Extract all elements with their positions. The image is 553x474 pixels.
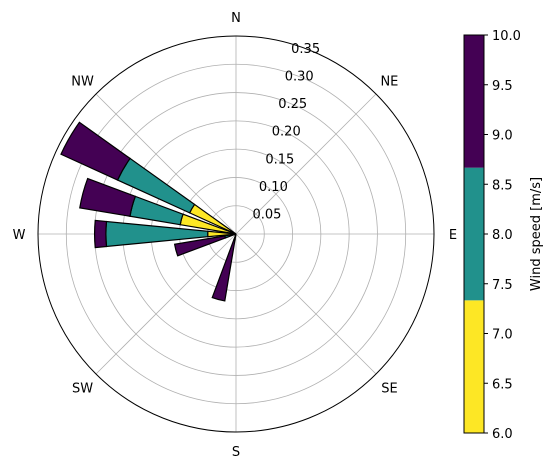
colorbar-tick-label: 10.0 xyxy=(492,29,521,44)
wind-bar-segment xyxy=(79,177,137,217)
direction-label: SW xyxy=(72,381,93,396)
direction-label: W xyxy=(13,228,26,243)
wind-bar-segment xyxy=(93,219,108,249)
radial-gridline xyxy=(95,93,237,235)
polar-labels: N NE E SE S SW W NW 0.05 0.10 0.15 0.20 0.25 0.30 0.35 xyxy=(13,11,458,460)
colorbar-segment xyxy=(464,167,484,301)
colorbar-tick-label: 7.5 xyxy=(492,278,513,293)
radial-tick-label: 0.35 xyxy=(291,42,320,57)
colorbar-tick-label: 7.0 xyxy=(492,328,513,343)
radial-tick-label: 0.05 xyxy=(252,207,281,222)
radial-tick-label: 0.20 xyxy=(272,125,301,140)
radial-gridline xyxy=(235,93,377,235)
ring-gridline xyxy=(65,63,407,405)
direction-label: S xyxy=(232,445,240,460)
colorbar-tick-label: 8.5 xyxy=(492,178,513,193)
direction-label: N xyxy=(231,11,241,26)
radial-tick-label: 0.15 xyxy=(265,152,294,167)
colorbar-segment xyxy=(464,35,484,168)
direction-label: NW xyxy=(71,75,94,90)
radial-tick-label: 0.10 xyxy=(259,180,288,195)
radial-tick-label: 0.25 xyxy=(278,97,307,112)
polar-frame xyxy=(37,35,435,433)
radial-gridline xyxy=(95,233,237,375)
colorbar-tick-label: 9.5 xyxy=(492,79,513,94)
colorbar-tick-label: 6.0 xyxy=(492,427,513,442)
radial-tick-label: 0.30 xyxy=(285,70,314,85)
direction-label: NE xyxy=(380,75,398,90)
colorbar-tick-label: 9.0 xyxy=(492,129,513,144)
wind-bar-segment xyxy=(60,121,131,181)
colorbar-label: Wind speed [m/s] xyxy=(529,177,544,291)
direction-label: E xyxy=(449,228,457,243)
wind-bar-segment xyxy=(211,238,236,302)
colorbar: 6.0 6.5 7.0 7.5 8.0 8.5 9.0 9.5 10.0 Wind speed [… xyxy=(463,29,544,442)
radial-gridline xyxy=(235,233,377,375)
colorbar-segment xyxy=(464,300,484,433)
wind-bars xyxy=(60,121,237,302)
direction-label: SE xyxy=(381,381,397,396)
colorbar-tick-label: 6.5 xyxy=(492,377,513,392)
wind-bar-segment xyxy=(173,235,227,257)
colorbar-tick-label: 8.0 xyxy=(492,228,513,243)
